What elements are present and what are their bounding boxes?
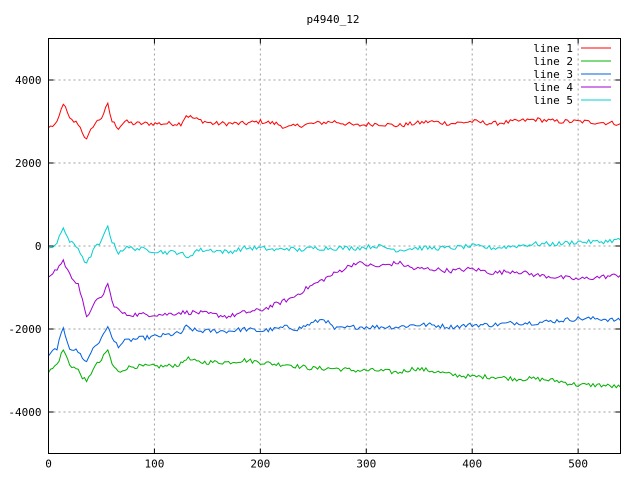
- y-tick-label: 2000: [15, 157, 42, 170]
- legend-label: line 1: [533, 42, 573, 55]
- series-line-4: [48, 258, 621, 319]
- series-line-3: [48, 315, 621, 363]
- legend-label: line 4: [533, 81, 573, 94]
- y-tick-label: 0: [35, 240, 42, 253]
- plot-frame: [48, 38, 621, 454]
- axis-ticks: 0 100 200 300 400 500 -4000 -2000 0 2000 4000: [8, 38, 621, 471]
- series-line-5: [48, 224, 621, 264]
- legend-label: line 5: [533, 94, 573, 107]
- legend-label: line 2: [533, 55, 573, 68]
- x-tick-label: 400: [462, 458, 482, 471]
- x-tick-label: 100: [144, 458, 164, 471]
- x-tick-label: 0: [45, 458, 52, 471]
- y-tick-label: -2000: [8, 323, 41, 336]
- series-group: [48, 101, 621, 389]
- x-tick-label: 200: [250, 458, 270, 471]
- x-tick-label: 300: [356, 458, 376, 471]
- series-line-1: [48, 101, 621, 140]
- x-tick-label: 500: [568, 458, 588, 471]
- chart-title: p4940_12: [307, 13, 360, 26]
- legend-label: line 3: [533, 68, 573, 81]
- series-line-2: [48, 348, 621, 389]
- y-tick-label: 4000: [15, 74, 42, 87]
- y-tick-label: -4000: [8, 406, 41, 419]
